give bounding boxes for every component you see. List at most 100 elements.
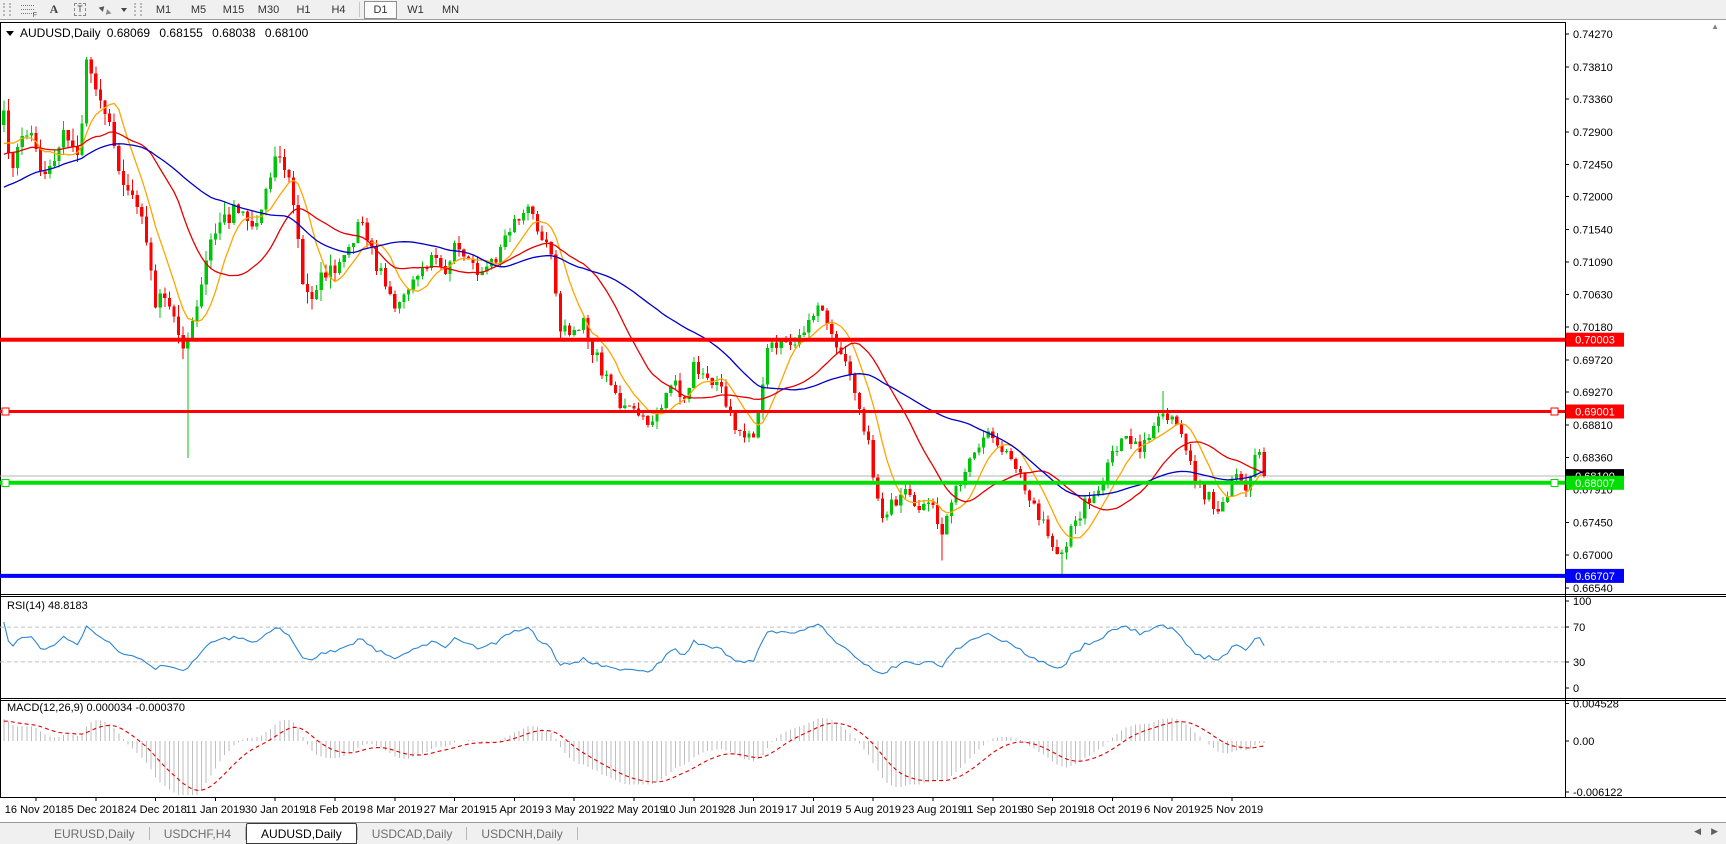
arrow-tools-icon[interactable] bbox=[93, 1, 119, 18]
svg-text:0.70180: 0.70180 bbox=[1573, 322, 1613, 334]
line-handle[interactable] bbox=[1, 407, 10, 416]
bottom-tabbar: EURUSD,Daily USDCHF,H4 AUDUSD,Daily USDCAD,… bbox=[0, 822, 1726, 844]
svg-text:0.68007: 0.68007 bbox=[1575, 478, 1615, 490]
timeframe-h1[interactable]: H1 bbox=[296, 3, 311, 16]
tab-usdcnh-daily[interactable]: USDCNH,Daily bbox=[481, 826, 563, 841]
svg-text:10 Jun 2019: 10 Jun 2019 bbox=[664, 804, 725, 816]
macd-signal-line bbox=[3, 720, 1265, 791]
svg-text:27 Mar 2019: 27 Mar 2019 bbox=[424, 804, 486, 816]
line-handle[interactable] bbox=[1, 478, 10, 487]
svg-text:0.71540: 0.71540 bbox=[1573, 225, 1613, 237]
price-badge: 0.66707 bbox=[1566, 568, 1624, 583]
svg-text:0.70003: 0.70003 bbox=[1575, 335, 1615, 347]
text-tool-icon[interactable]: A bbox=[41, 1, 67, 18]
arrow-tools-glyph bbox=[98, 3, 113, 17]
svg-text:70: 70 bbox=[1573, 622, 1585, 634]
top-toolbar: F A T M1 M5 M15 M30 H1 H4 D1 W1 MN bbox=[0, 0, 1726, 20]
svg-text:0.68810: 0.68810 bbox=[1573, 420, 1613, 432]
svg-text:0.00: 0.00 bbox=[1573, 736, 1594, 748]
svg-text:-0.006122: -0.006122 bbox=[1573, 787, 1623, 799]
support-resistance-lines bbox=[0, 337, 1565, 578]
svg-text:0.72450: 0.72450 bbox=[1573, 159, 1613, 171]
pane-separators[interactable] bbox=[0, 594, 1726, 798]
svg-text:100: 100 bbox=[1573, 596, 1591, 608]
svg-text:30: 30 bbox=[1573, 657, 1585, 669]
svg-text:0: 0 bbox=[1573, 683, 1579, 695]
svg-text:25 Nov 2019: 25 Nov 2019 bbox=[1201, 804, 1263, 816]
tab-audusd-daily[interactable]: AUDUSD,Daily bbox=[246, 823, 357, 844]
tab-eurusd-daily[interactable]: EURUSD,Daily bbox=[54, 826, 135, 841]
svg-text:0.004528: 0.004528 bbox=[1573, 698, 1619, 710]
svg-text:0.71090: 0.71090 bbox=[1573, 257, 1613, 269]
timeframe-m5[interactable]: M5 bbox=[190, 3, 207, 16]
timeframe-m1[interactable]: M1 bbox=[155, 3, 172, 16]
timeframe-m30[interactable]: M30 bbox=[257, 3, 280, 16]
text-tool-glyph: A bbox=[49, 2, 59, 16]
fibonacci-lines-icon[interactable]: F bbox=[15, 1, 41, 19]
tab-usdchf-h4[interactable]: USDCHF,H4 bbox=[163, 826, 232, 841]
svg-text:0.66707: 0.66707 bbox=[1575, 571, 1615, 583]
tab-scroll-right-button[interactable]: ▶ bbox=[1711, 826, 1718, 836]
line-handle[interactable] bbox=[1550, 478, 1559, 487]
macd-indicator-label: MACD(12,26,9) 0.000034 -0.000370 bbox=[7, 702, 185, 714]
toolbar-grip[interactable] bbox=[134, 3, 142, 16]
price-badge: 0.69001 bbox=[1566, 404, 1624, 419]
svg-text:3 May 2019: 3 May 2019 bbox=[545, 804, 602, 816]
tab-separator bbox=[466, 827, 468, 840]
tab-scroll-left-button[interactable]: ◀ bbox=[1694, 826, 1702, 836]
toolbar-separator bbox=[359, 2, 360, 17]
timeframe-w1[interactable]: W1 bbox=[407, 3, 424, 16]
svg-text:6 Nov 2019: 6 Nov 2019 bbox=[1144, 804, 1200, 816]
timeframe-buttons: M1 M5 M15 M30 H1 H4 D1 W1 MN bbox=[146, 0, 468, 19]
svg-text:11 Jan 2019: 11 Jan 2019 bbox=[186, 804, 246, 816]
chart-title-ohlc: 0.68069 0.68155 0.68038 0.68100 bbox=[101, 26, 309, 40]
svg-text:15 Apr 2019: 15 Apr 2019 bbox=[485, 804, 544, 816]
line-handle[interactable] bbox=[1550, 407, 1559, 416]
ohlc-low: 0.68038 bbox=[212, 26, 256, 40]
arrow-tools-dropdown-icon[interactable] bbox=[121, 7, 127, 12]
tab-separator bbox=[245, 827, 247, 840]
macd-pane: 0.004528 0.00 -0.006122 bbox=[3, 698, 1623, 799]
chart-menu-arrow-icon[interactable] bbox=[6, 30, 14, 36]
tab-separator bbox=[356, 827, 358, 840]
tab-usdcad-daily[interactable]: USDCAD,Daily bbox=[371, 826, 453, 841]
svg-text:5 Dec 2018: 5 Dec 2018 bbox=[68, 804, 124, 816]
price-badge: 0.70003 bbox=[1566, 332, 1624, 347]
svg-text:0.69720: 0.69720 bbox=[1573, 355, 1613, 367]
svg-text:24 Dec 2018: 24 Dec 2018 bbox=[124, 804, 186, 816]
svg-text:0.68360: 0.68360 bbox=[1573, 453, 1613, 465]
tab-separator bbox=[576, 827, 578, 840]
ohlc-high: 0.68155 bbox=[159, 26, 203, 40]
svg-text:0.73360: 0.73360 bbox=[1573, 94, 1613, 106]
chart-canvas[interactable]: 0.74270 0.73810 0.73360 0.72900 0.72450 0.720… bbox=[0, 0, 1726, 822]
svg-text:0.69001: 0.69001 bbox=[1575, 407, 1615, 419]
timeframe-mn[interactable]: MN bbox=[441, 3, 460, 16]
chart-title-symbol: AUDUSD,Daily bbox=[20, 26, 101, 40]
svg-text:28 Jun 2019: 28 Jun 2019 bbox=[723, 804, 784, 816]
ohlc-close: 0.68100 bbox=[264, 26, 309, 40]
svg-text:30 Jan 2019: 30 Jan 2019 bbox=[245, 804, 306, 816]
svg-text:8 Mar 2019: 8 Mar 2019 bbox=[367, 804, 423, 816]
svg-text:0.74270: 0.74270 bbox=[1573, 29, 1613, 41]
svg-text:11 Sep 2019: 11 Sep 2019 bbox=[962, 804, 1024, 816]
svg-text:0.67450: 0.67450 bbox=[1573, 518, 1613, 530]
text-label-icon[interactable]: T bbox=[67, 1, 93, 18]
svg-text:22 May 2019: 22 May 2019 bbox=[602, 804, 666, 816]
rsi-line bbox=[3, 621, 1265, 675]
svg-text:0.72900: 0.72900 bbox=[1573, 127, 1613, 139]
timeframe-d1[interactable]: D1 bbox=[364, 0, 397, 19]
toolbar-grip[interactable] bbox=[3, 3, 11, 16]
ma-fast-line bbox=[3, 102, 1265, 539]
svg-text:16 Nov 2018: 16 Nov 2018 bbox=[5, 804, 67, 816]
ma-medium-line bbox=[3, 131, 1265, 511]
rsi-pane: 100 70 30 0 bbox=[0, 596, 1591, 695]
svg-text:17 Jul 2019: 17 Jul 2019 bbox=[785, 804, 842, 816]
svg-text:0.73810: 0.73810 bbox=[1573, 62, 1613, 74]
svg-text:0.72000: 0.72000 bbox=[1573, 192, 1613, 204]
chart-collapse-arrow-icon[interactable]: ▲ bbox=[1711, 22, 1719, 31]
timeframe-h4[interactable]: H4 bbox=[331, 3, 346, 16]
svg-text:30 Sep 2019: 30 Sep 2019 bbox=[1021, 804, 1083, 816]
timeframe-m15[interactable]: M15 bbox=[222, 3, 245, 16]
macd-histogram bbox=[3, 717, 1265, 795]
